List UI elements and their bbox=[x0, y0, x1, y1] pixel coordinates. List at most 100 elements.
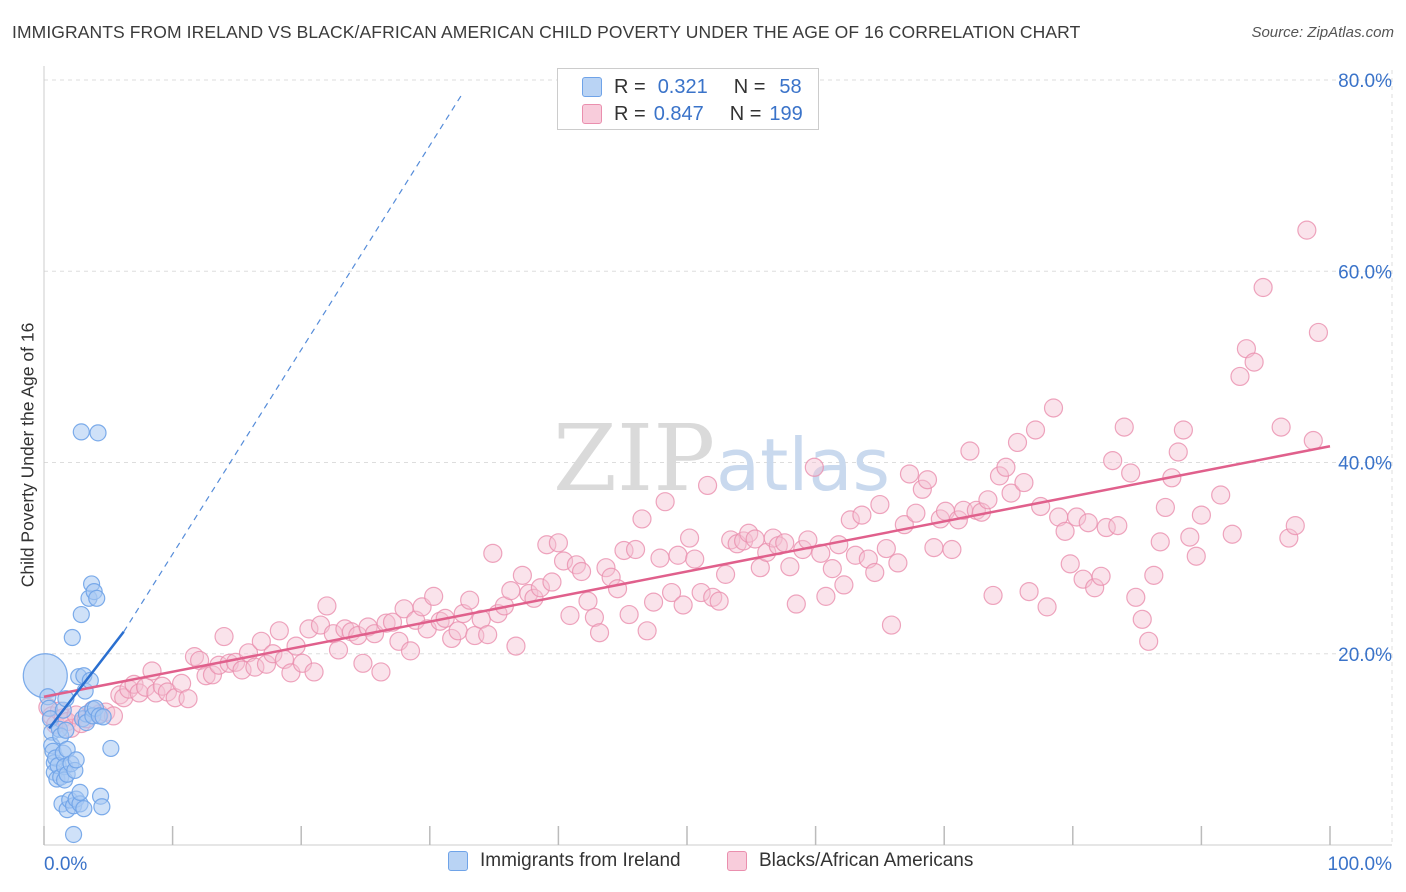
bottom-legend: Immigrants from Ireland Blacks/African A… bbox=[0, 850, 1406, 878]
data-point-blacks bbox=[1173, 420, 1193, 440]
data-point-blacks bbox=[709, 591, 729, 611]
data-point-blacks bbox=[245, 657, 265, 677]
data-point-blacks bbox=[251, 631, 271, 651]
data-point-blacks bbox=[906, 503, 926, 523]
y-tick-label: 40.0% bbox=[1338, 454, 1392, 475]
data-point-blacks bbox=[1303, 430, 1323, 451]
data-point-ireland bbox=[71, 783, 89, 802]
data-point-blacks bbox=[1114, 417, 1134, 437]
data-point-blacks bbox=[881, 615, 902, 635]
data-point-blacks bbox=[560, 605, 580, 626]
y-tick-label: 60.0% bbox=[1338, 262, 1392, 283]
data-point-ireland bbox=[94, 708, 112, 726]
data-point-blacks bbox=[650, 548, 670, 568]
legend-label-ireland: Immigrants from Ireland bbox=[480, 850, 681, 871]
legend-item-ireland[interactable]: Immigrants from Ireland bbox=[448, 850, 681, 872]
series-blacks-points bbox=[38, 220, 1329, 738]
data-point-blacks bbox=[715, 564, 736, 584]
data-point-blacks bbox=[501, 581, 521, 601]
data-point-blacks bbox=[1168, 442, 1188, 462]
data-point-blacks bbox=[1191, 505, 1212, 525]
stats-legend: R = 0.321 N = 58 R = 0.847 N = 199 bbox=[557, 68, 819, 130]
data-point-blacks bbox=[804, 457, 824, 477]
data-point-blacks bbox=[1297, 220, 1317, 240]
watermark-atlas: atlas bbox=[716, 423, 890, 507]
data-point-blacks bbox=[942, 539, 962, 560]
data-point-blacks bbox=[1067, 507, 1087, 527]
data-point-blacks bbox=[912, 479, 932, 499]
data-point-blacks bbox=[840, 510, 860, 530]
data-point-blacks bbox=[1019, 581, 1039, 602]
r-value-ireland: 0.321 bbox=[657, 75, 708, 98]
data-point-blacks bbox=[983, 585, 1003, 606]
data-point-blacks bbox=[584, 607, 605, 628]
r-label: R = bbox=[614, 102, 646, 125]
data-point-ireland bbox=[63, 628, 81, 647]
data-point-blacks bbox=[1103, 450, 1123, 471]
data-point-blacks bbox=[578, 591, 598, 611]
legend-item-blacks[interactable]: Blacks/African Americans bbox=[727, 850, 973, 872]
data-point-blacks bbox=[1060, 554, 1080, 574]
legend-label-blacks: Blacks/African Americans bbox=[759, 850, 974, 871]
data-point-blacks bbox=[786, 594, 806, 614]
data-point-blacks bbox=[328, 640, 349, 660]
data-point-ireland bbox=[102, 739, 120, 758]
data-point-blacks bbox=[1253, 277, 1273, 298]
data-point-blacks bbox=[668, 545, 688, 565]
data-point-blacks bbox=[1025, 420, 1046, 440]
data-point-blacks bbox=[448, 621, 468, 641]
watermark: ZIP atlas bbox=[553, 405, 890, 512]
data-point-blacks bbox=[1308, 322, 1329, 343]
data-point-blacks bbox=[978, 490, 998, 510]
data-point-blacks bbox=[691, 582, 711, 603]
n-value-ireland: 58 bbox=[779, 75, 802, 98]
data-point-blacks bbox=[1055, 521, 1075, 541]
data-point-ireland bbox=[75, 800, 93, 818]
data-point-blacks bbox=[1007, 432, 1028, 453]
data-point-blacks bbox=[1279, 528, 1299, 548]
data-point-blacks bbox=[196, 666, 216, 686]
data-point-blacks bbox=[553, 551, 574, 571]
data-point-blacks bbox=[152, 676, 172, 696]
data-point-blacks bbox=[376, 613, 396, 633]
stats-swatch-blue bbox=[582, 77, 602, 97]
data-point-blacks bbox=[382, 612, 403, 632]
data-point-blacks bbox=[184, 647, 205, 667]
data-point-ireland bbox=[72, 605, 90, 624]
data-point-blacks bbox=[1139, 631, 1159, 651]
data-point-blacks bbox=[506, 636, 526, 656]
data-point-ireland bbox=[88, 589, 106, 607]
data-point-blacks bbox=[202, 665, 223, 685]
data-point-blacks bbox=[1126, 587, 1146, 607]
data-point-blacks bbox=[643, 592, 664, 612]
y-axis-label: Child Poverty Under the Age of 16 bbox=[17, 322, 38, 588]
data-point-blacks bbox=[829, 535, 849, 555]
x-tick-label: 100.0% bbox=[1328, 854, 1393, 875]
data-point-blacks bbox=[816, 586, 836, 606]
data-point-blacks bbox=[256, 654, 277, 674]
stats-row-ireland: R = 0.321 N = 58 bbox=[582, 74, 802, 100]
data-point-blacks bbox=[865, 562, 885, 583]
y-tick-label: 20.0% bbox=[1338, 645, 1392, 666]
data-point-blacks bbox=[924, 538, 944, 558]
data-point-blacks bbox=[1014, 472, 1034, 493]
stats-swatch-pink bbox=[582, 104, 602, 124]
data-point-blacks bbox=[1144, 565, 1164, 585]
data-point-blacks bbox=[371, 662, 391, 682]
data-point-blacks bbox=[1091, 566, 1111, 586]
data-point-ireland bbox=[89, 424, 107, 442]
data-point-blacks bbox=[1285, 516, 1305, 536]
data-point-blacks bbox=[679, 528, 700, 548]
trend-line-blacks bbox=[43, 445, 1331, 699]
data-point-blacks bbox=[1222, 524, 1242, 544]
data-point-blacks bbox=[1230, 366, 1250, 387]
data-point-blacks bbox=[899, 464, 920, 484]
n-value-blacks: 199 bbox=[769, 102, 803, 125]
data-point-blacks bbox=[1001, 483, 1021, 503]
data-point-blacks bbox=[478, 625, 498, 645]
n-label: N = bbox=[729, 102, 762, 125]
data-point-blacks bbox=[1121, 463, 1141, 483]
data-point-blacks bbox=[637, 621, 657, 641]
y-tick-label: 80.0% bbox=[1338, 71, 1392, 92]
data-point-blacks bbox=[1155, 497, 1175, 518]
